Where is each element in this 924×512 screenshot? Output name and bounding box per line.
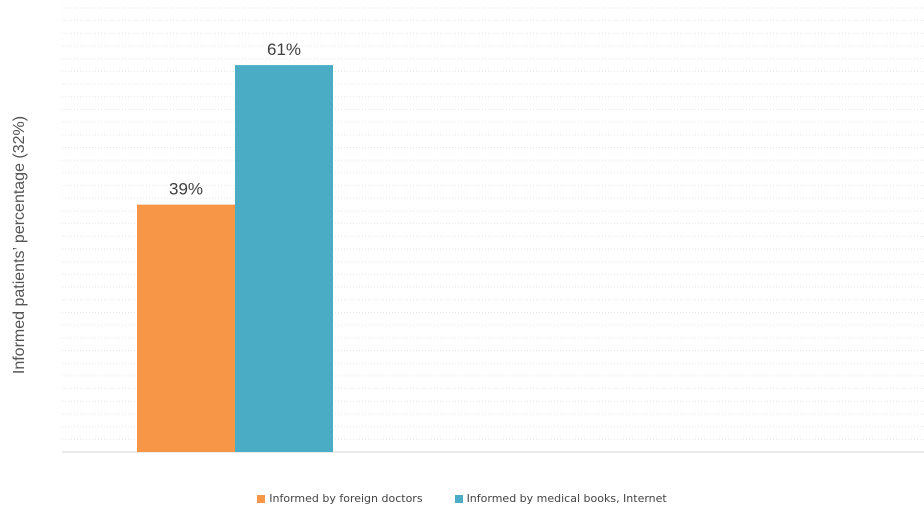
y-axis-label-wrap: Informed patients’ percentage (32%): [6, 60, 34, 430]
data-labels: 39% 61%: [169, 40, 301, 199]
legend-swatch-medical-books: [454, 494, 463, 503]
y-axis-label: Informed patients’ percentage (32%): [11, 115, 28, 375]
bars: [137, 65, 333, 452]
legend: Informed by foreign doctors Informed by …: [0, 492, 924, 505]
legend-item-foreign-doctors: Informed by foreign doctors: [257, 492, 423, 505]
legend-swatch-foreign-doctors: [257, 494, 266, 503]
bar-medical-books: [235, 65, 333, 452]
legend-label-foreign-doctors: Informed by foreign doctors: [269, 492, 423, 505]
legend-item-medical-books: Informed by medical books, Internet: [454, 492, 667, 505]
data-label-foreign-doctors: 39%: [169, 180, 203, 199]
legend-label-medical-books: Informed by medical books, Internet: [466, 492, 667, 505]
bar-foreign-doctors: [137, 204, 235, 452]
data-label-medical-books: 61%: [267, 40, 301, 59]
